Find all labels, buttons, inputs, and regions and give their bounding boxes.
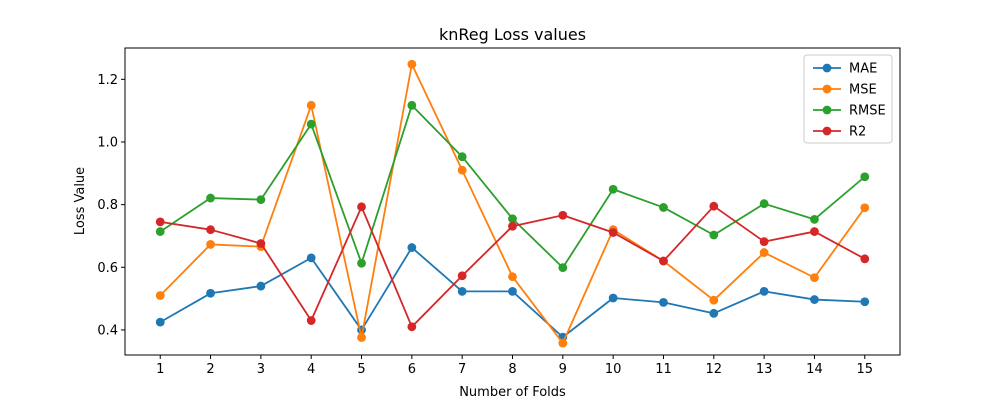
x-tick-label: 13 [756, 362, 773, 377]
data-point-rmse [709, 230, 719, 240]
x-axis: 1 2 3 4 5 6 7 8 9 10 11 12 13 14 15 [156, 355, 873, 377]
data-point-mae [659, 297, 668, 307]
data-point-r2 [759, 237, 769, 246]
data-point-mse [508, 272, 517, 282]
legend-box [803, 54, 893, 144]
data-point-r2 [659, 256, 668, 266]
data-point-r2 [357, 202, 366, 212]
data-point-mae [810, 295, 819, 304]
data-point-r2 [457, 271, 467, 281]
data-point-r2 [256, 239, 266, 248]
x-tick-label: 1 [156, 362, 164, 377]
data-point-mae [206, 288, 215, 298]
x-tick-label: 3 [257, 362, 265, 377]
x-tick-label: 8 [508, 362, 516, 377]
x-axis-label: Number of Folds [459, 385, 566, 400]
data-point-mse [357, 333, 366, 342]
x-tick-label: 12 [706, 362, 723, 377]
x-tick-label: 14 [806, 362, 823, 377]
data-point-rmse [810, 214, 819, 224]
x-tick-label: 2 [206, 362, 214, 377]
data-point-mse [558, 338, 568, 348]
y-tick-label: 1.0 [97, 135, 118, 150]
y-tick-label: 0.4 [97, 323, 118, 338]
legend: MAE MSE RMSE R2 [803, 54, 893, 144]
data-point-r2 [306, 316, 316, 325]
data-point-r2 [608, 228, 618, 237]
x-tick-label: 6 [408, 362, 416, 377]
data-point-rmse [508, 214, 517, 224]
data-point-r2 [508, 221, 517, 231]
data-point-mse [457, 165, 467, 175]
plot-area [124, 47, 901, 356]
data-point-mse [759, 248, 769, 257]
legend-label-r2: R2 [849, 125, 866, 140]
data-point-mse [407, 59, 417, 69]
legend-label-mae: MAE [849, 62, 877, 77]
data-point-mae [608, 293, 618, 303]
data-point-rmse [457, 152, 467, 162]
x-tick-label: 15 [856, 362, 873, 377]
x-tick-label: 5 [357, 362, 365, 377]
data-point-mse [155, 291, 165, 300]
series-layer [155, 59, 870, 348]
data-point-mae [759, 287, 769, 296]
data-point-r2 [558, 210, 568, 220]
x-tick-label: 9 [559, 362, 567, 377]
data-point-mse [709, 295, 719, 305]
data-point-r2 [709, 201, 719, 211]
data-point-mae [256, 281, 266, 291]
plot-frame [124, 47, 901, 356]
x-tick-label: 4 [307, 362, 315, 377]
data-point-mae [457, 287, 467, 296]
x-tick-label: 10 [605, 362, 622, 377]
data-point-mae [709, 308, 719, 318]
data-point-r2 [155, 217, 165, 227]
data-point-rmse [659, 203, 668, 212]
data-point-mae [407, 243, 417, 252]
data-point-r2 [810, 227, 819, 236]
legend-label-rmse: RMSE [849, 104, 886, 119]
data-point-rmse [608, 184, 618, 194]
data-point-mae [306, 253, 316, 263]
data-point-mae [155, 317, 165, 327]
data-point-mse [860, 203, 870, 213]
data-point-rmse [558, 263, 568, 272]
data-point-r2 [860, 254, 870, 264]
data-point-mse [206, 240, 215, 249]
data-point-rmse [306, 119, 316, 129]
data-point-rmse [206, 193, 215, 203]
x-tick-label: 11 [655, 362, 672, 377]
data-point-rmse [860, 172, 870, 182]
data-point-mae [508, 287, 517, 296]
chart-title: knReg Loss values [439, 25, 586, 44]
x-tick-label: 7 [458, 362, 466, 377]
legend-marker-mse [822, 84, 832, 94]
data-point-rmse [759, 199, 769, 209]
data-point-mse [306, 100, 316, 110]
data-point-rmse [357, 258, 366, 268]
data-point-rmse [155, 227, 165, 236]
y-tick-label: 0.6 [97, 261, 118, 276]
legend-marker-r2 [822, 126, 832, 136]
legend-label-mse: MSE [849, 83, 877, 98]
y-tick-label: 0.8 [97, 198, 118, 213]
data-point-mae [860, 297, 870, 307]
data-point-r2 [206, 225, 215, 235]
y-tick-label: 1.2 [97, 73, 118, 88]
y-axis-label: Loss Value [73, 167, 88, 235]
y-axis: 0.4 0.6 0.8 1.0 1.2 [97, 73, 125, 338]
data-point-rmse [256, 195, 266, 205]
legend-marker-mae [822, 63, 832, 73]
data-point-mse [810, 273, 819, 283]
data-point-rmse [407, 100, 417, 110]
data-point-r2 [407, 322, 417, 332]
legend-marker-rmse [822, 105, 832, 115]
